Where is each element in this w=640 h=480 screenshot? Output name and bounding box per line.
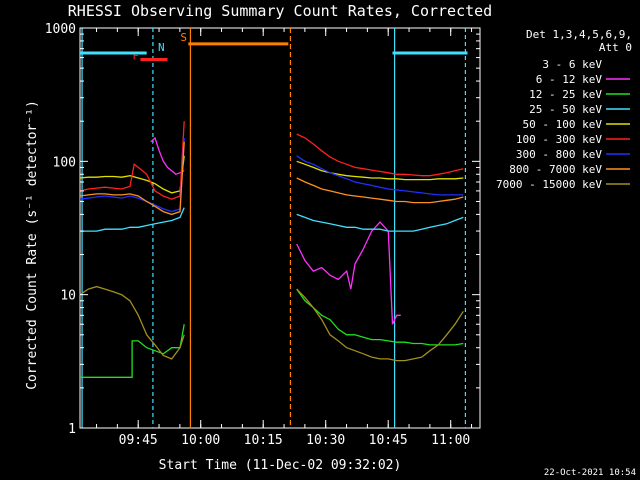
- timestamp: 22-Oct-2021 10:54: [544, 468, 636, 478]
- legend-label: 50 - 100 keV: [523, 118, 603, 131]
- legend-label: 3 - 6 keV: [542, 58, 602, 71]
- legend: Det 1,3,4,5,6,9,Att 0 3 - 6 keV 6 - 12 keV…: [496, 28, 632, 191]
- x-axis-label: Start Time (11-Dec-02 09:32:02): [159, 458, 402, 473]
- series-line-7: [79, 141, 464, 216]
- series-layer: [79, 121, 464, 378]
- legend-label: 7000 - 15000 keV: [496, 178, 602, 191]
- axes: 09:45 10:00 10:15 10:30 10:45 11:00 1 10 100 1000: [45, 22, 480, 448]
- series-line-6: [79, 137, 464, 213]
- x-tick-label: 09:45: [119, 433, 158, 448]
- legend-header: Det 1,3,4,5,6,9,: [526, 28, 632, 41]
- legend-label: 25 - 50 keV: [529, 103, 602, 116]
- legend-header: Att 0: [599, 41, 632, 54]
- x-tick-label: 10:45: [369, 433, 408, 448]
- y-axis-label: Corrected Count Rate (s⁻¹ detector⁻¹): [25, 100, 40, 390]
- series-line-2: [80, 288, 464, 378]
- series-line-8: [79, 285, 464, 362]
- flag-bars: F N S: [80, 31, 468, 63]
- x-tick-label: 10:00: [181, 433, 220, 448]
- plot-area: [79, 27, 481, 429]
- legend-label: 300 - 800 keV: [516, 148, 602, 161]
- series-line-4: [79, 155, 464, 194]
- legend-label: 100 - 300 keV: [516, 133, 602, 146]
- legend-label: 6 - 12 keV: [536, 73, 603, 86]
- y-tick-label: 100: [53, 155, 76, 170]
- series-line-5: [79, 121, 464, 200]
- legend-label: 12 - 25 keV: [529, 88, 602, 101]
- legend-label: 800 - 7000 keV: [509, 163, 602, 176]
- flag-label-f: F: [132, 50, 139, 63]
- x-tick-label: 10:15: [244, 433, 283, 448]
- plot-frame: [79, 27, 481, 429]
- x-tick-label: 11:00: [431, 433, 470, 448]
- x-tick-label: 10:30: [306, 433, 345, 448]
- y-tick-label: 1: [68, 422, 76, 437]
- series-line-3: [80, 207, 464, 232]
- chart-title: RHESSI Observing Summary Count Rates, Co…: [68, 2, 492, 20]
- y-tick-label: 10: [60, 289, 76, 304]
- y-tick-label: 1000: [45, 22, 76, 37]
- flag-label-s: S: [180, 31, 187, 44]
- flag-label-n: N: [158, 41, 165, 54]
- series-line-1: [150, 136, 401, 325]
